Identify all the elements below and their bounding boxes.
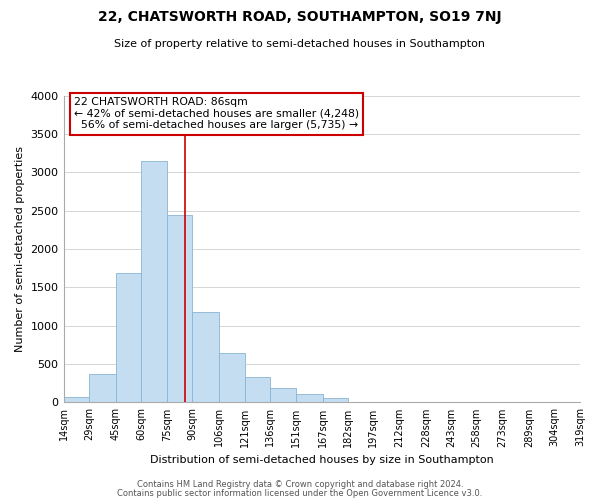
Bar xyxy=(270,388,296,402)
Y-axis label: Number of semi-detached properties: Number of semi-detached properties xyxy=(15,146,25,352)
Bar xyxy=(167,215,192,402)
Bar xyxy=(116,273,142,402)
Text: Size of property relative to semi-detached houses in Southampton: Size of property relative to semi-detach… xyxy=(115,39,485,49)
Text: Contains public sector information licensed under the Open Government Licence v3: Contains public sector information licen… xyxy=(118,488,482,498)
Bar xyxy=(89,374,116,402)
Bar xyxy=(64,397,89,402)
Text: 22 CHATSWORTH ROAD: 86sqm
← 42% of semi-detached houses are smaller (4,248)
  56: 22 CHATSWORTH ROAD: 86sqm ← 42% of semi-… xyxy=(74,97,359,130)
Text: 22, CHATSWORTH ROAD, SOUTHAMPTON, SO19 7NJ: 22, CHATSWORTH ROAD, SOUTHAMPTON, SO19 7… xyxy=(98,10,502,24)
Bar xyxy=(323,398,348,402)
Bar xyxy=(296,394,323,402)
Bar xyxy=(192,312,220,402)
Bar xyxy=(245,377,270,402)
Bar xyxy=(142,160,167,402)
X-axis label: Distribution of semi-detached houses by size in Southampton: Distribution of semi-detached houses by … xyxy=(150,455,494,465)
Bar xyxy=(220,354,245,403)
Text: Contains HM Land Registry data © Crown copyright and database right 2024.: Contains HM Land Registry data © Crown c… xyxy=(137,480,463,489)
